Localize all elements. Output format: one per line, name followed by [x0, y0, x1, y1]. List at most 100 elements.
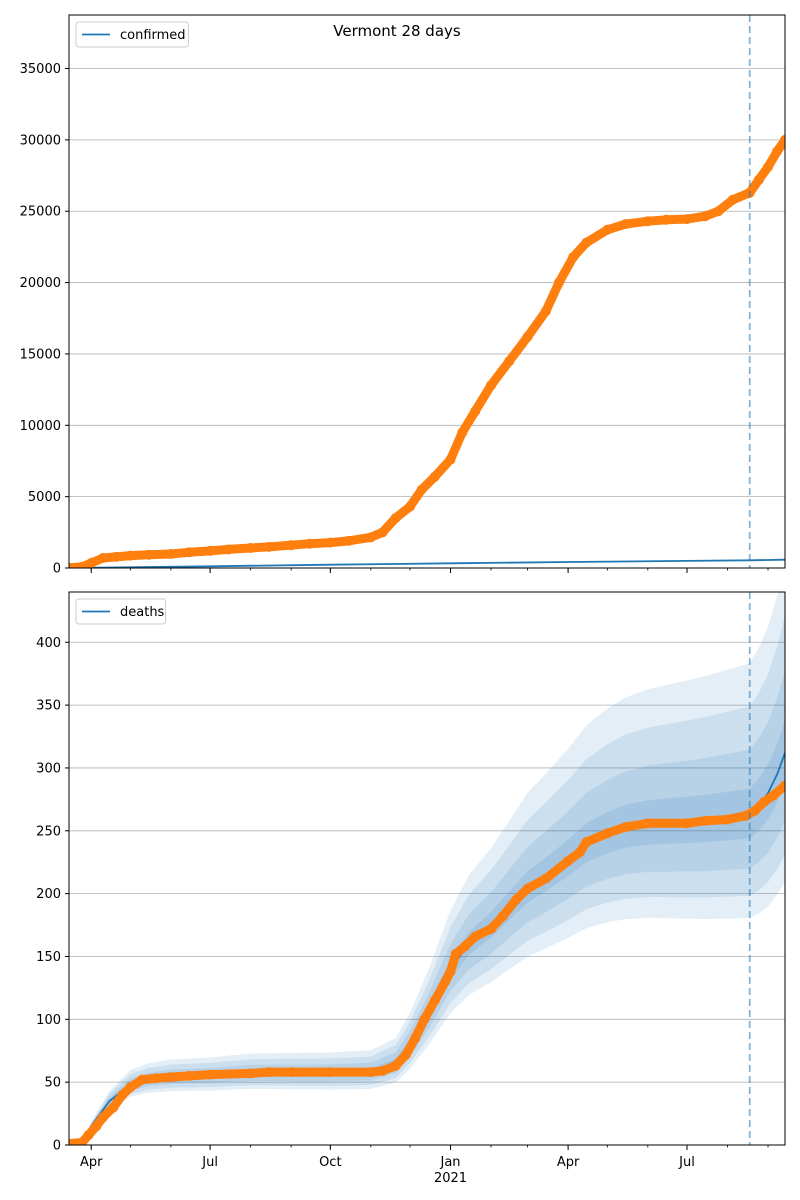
- observed-point: [111, 551, 122, 562]
- observed-point: [245, 543, 256, 554]
- observed-point: [205, 1069, 216, 1080]
- observed-point: [304, 538, 315, 549]
- observed-point: [470, 406, 481, 417]
- observed-point: [772, 146, 783, 157]
- x-tick-label: Jul: [201, 1155, 218, 1170]
- observed-point: [125, 1082, 136, 1093]
- observed-point: [780, 134, 785, 145]
- uncertainty-band: [69, 670, 785, 1145]
- uncertainty-band: [69, 719, 785, 1145]
- observed-point: [125, 550, 136, 561]
- observed-point: [553, 277, 564, 288]
- figure-title: Vermont 28 days: [333, 22, 461, 40]
- y-tick-label: 30000: [20, 133, 61, 148]
- observed-point: [753, 174, 764, 185]
- observed-point: [722, 814, 733, 825]
- observed-point: [620, 822, 631, 833]
- observed-point: [77, 1137, 88, 1145]
- legend: confirmed: [75, 21, 189, 48]
- observed-point: [459, 941, 470, 952]
- observed-point: [83, 1129, 94, 1140]
- observed-point: [97, 553, 108, 564]
- observed-point: [563, 855, 574, 866]
- observed-point: [165, 1072, 176, 1083]
- observed-point: [682, 214, 693, 225]
- observed-point: [286, 1067, 297, 1078]
- observed-point: [581, 837, 592, 848]
- observed-point: [540, 873, 551, 884]
- y-tick-label: 300: [36, 761, 61, 776]
- model-line: [69, 558, 785, 568]
- x-tick-label: Apr: [557, 1155, 580, 1170]
- observed-point: [727, 194, 738, 205]
- observed-point: [91, 1121, 102, 1132]
- y-tick-label: 350: [36, 699, 61, 714]
- legend-label: deaths: [120, 605, 165, 620]
- observed-point: [540, 306, 551, 317]
- observed-point: [581, 237, 592, 248]
- x-tick-sublabel: 2021: [434, 1171, 467, 1186]
- observed-point: [682, 818, 693, 829]
- y-tick-label: 15000: [20, 347, 61, 362]
- observed-point: [223, 544, 234, 555]
- observed-point: [700, 815, 711, 826]
- observed-point: [642, 216, 653, 227]
- observed-point: [440, 976, 451, 987]
- plot-area: [69, 592, 785, 1145]
- observed-point: [263, 541, 274, 552]
- legend-box: [75, 21, 189, 48]
- legend-box: [75, 598, 167, 625]
- x-tick-label: Jul: [678, 1155, 695, 1170]
- observed-point: [510, 894, 521, 905]
- x-tick-label: Oct: [319, 1155, 341, 1170]
- y-tick-label: 10000: [20, 419, 61, 434]
- observed-point: [69, 562, 74, 568]
- observed-point: [325, 537, 336, 548]
- observed-point: [419, 1014, 430, 1025]
- y-tick-label: 0: [53, 1139, 61, 1154]
- y-tick-label: 5000: [28, 490, 61, 505]
- observed-point: [457, 427, 468, 438]
- observed-point: [749, 805, 760, 816]
- observed-point: [768, 790, 779, 801]
- observed-point: [137, 1074, 148, 1085]
- observed-point: [165, 549, 176, 560]
- y-tick-label: 200: [36, 887, 61, 902]
- observed-point: [780, 780, 785, 791]
- y-tick-label: 20000: [20, 276, 61, 291]
- observed-point: [497, 911, 508, 922]
- observed-point: [325, 1067, 336, 1078]
- y-tick-label: 35000: [20, 62, 61, 77]
- observed-point: [205, 545, 216, 556]
- observed-point: [97, 1112, 108, 1123]
- observed-point: [602, 224, 613, 235]
- observed-point: [429, 995, 440, 1006]
- observed-point: [504, 356, 515, 367]
- observed-point: [470, 931, 481, 942]
- observed-point: [245, 1068, 256, 1079]
- y-tick-label: 150: [36, 950, 61, 965]
- observed-point: [450, 948, 461, 959]
- observed-point: [390, 1060, 401, 1071]
- legend: deaths: [75, 598, 167, 625]
- observed-point: [522, 883, 533, 894]
- observed-point: [117, 1089, 128, 1100]
- observed-point: [602, 828, 613, 839]
- observed-point: [108, 1102, 119, 1113]
- observed-point: [365, 532, 376, 543]
- observed-point: [401, 1049, 412, 1060]
- axes-frame: [68, 14, 786, 569]
- observed-point: [263, 1067, 274, 1078]
- observed-point: [69, 1138, 74, 1145]
- observed-point: [77, 561, 88, 568]
- y-tick-label: 50: [44, 1076, 61, 1091]
- observed-point: [150, 1073, 161, 1084]
- observed-point: [759, 796, 770, 807]
- observed-point: [405, 501, 416, 512]
- observed-point: [184, 1070, 195, 1081]
- observed-point: [445, 454, 456, 465]
- observed-point: [416, 484, 427, 495]
- observed-point: [700, 211, 711, 222]
- axes-frame: [68, 591, 786, 1146]
- observed-point: [522, 331, 533, 342]
